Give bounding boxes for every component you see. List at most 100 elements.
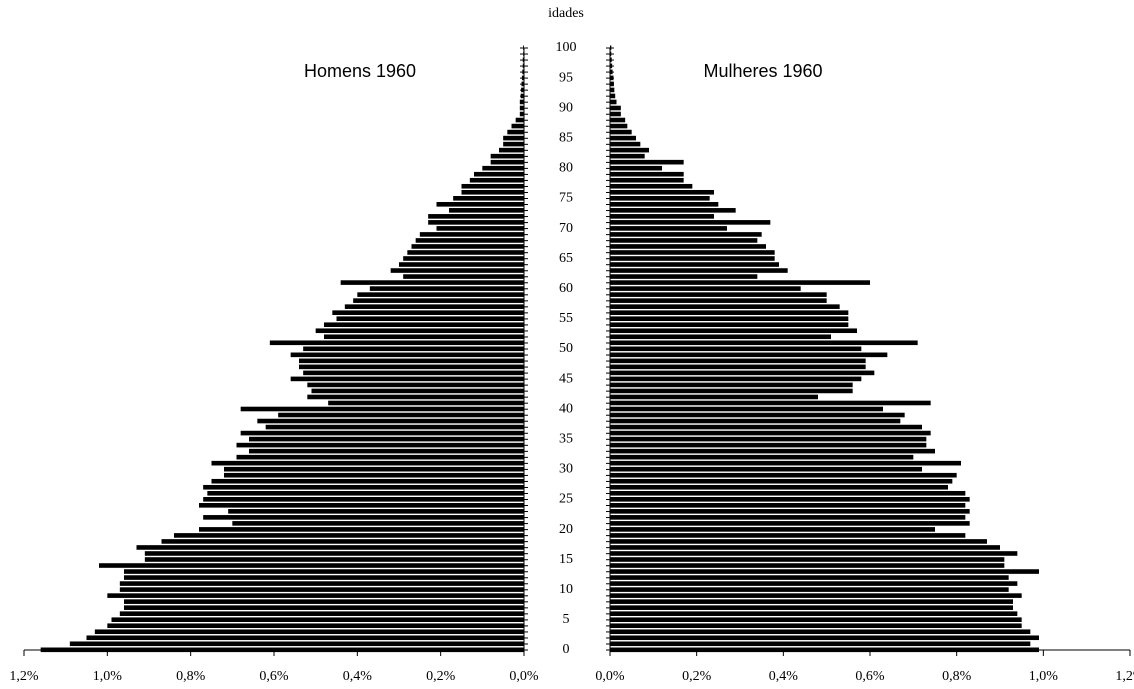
bar: [521, 87, 524, 93]
x-tick-label: 1,0%: [93, 669, 123, 684]
bar: [610, 557, 1005, 562]
bar: [411, 244, 524, 249]
bar: [249, 436, 524, 442]
bar: [610, 599, 1013, 604]
bar: [610, 472, 957, 478]
bar: [610, 430, 931, 436]
bar: [99, 563, 524, 568]
bar: [278, 412, 524, 418]
bar: [610, 623, 1022, 629]
bar: [610, 117, 626, 123]
bar: [610, 310, 849, 315]
bar: [521, 81, 524, 87]
bar: [610, 189, 714, 195]
bar: [610, 196, 710, 201]
bar: [610, 503, 966, 508]
bar: [610, 527, 935, 532]
bar: [107, 623, 524, 629]
bar: [610, 605, 1013, 610]
bar: [436, 226, 524, 231]
bar: [610, 159, 684, 165]
bar: [610, 292, 827, 297]
bar: [428, 220, 524, 225]
bar: [515, 117, 524, 123]
bar: [199, 503, 524, 508]
bar: [610, 171, 684, 177]
bar: [610, 340, 918, 346]
bar: [610, 352, 888, 358]
x-tick-label: 1,2%: [9, 669, 39, 684]
bar: [610, 394, 818, 400]
bar: [124, 605, 524, 610]
bar: [224, 472, 524, 478]
bar: [436, 202, 524, 207]
bar: [610, 478, 953, 484]
bar: [520, 93, 524, 99]
bar: [511, 123, 524, 129]
bar: [399, 262, 524, 267]
bar: [353, 298, 524, 303]
bar: [610, 484, 948, 490]
bar: [610, 262, 779, 267]
bar: [290, 352, 524, 358]
bar: [610, 63, 613, 69]
bar: [469, 177, 524, 183]
bar: [174, 533, 524, 538]
bar: [610, 635, 1039, 641]
bar: [419, 232, 524, 237]
bar: [403, 274, 524, 279]
bar: [519, 105, 524, 111]
bar: [199, 527, 524, 532]
bar: [519, 99, 524, 105]
bar: [610, 382, 853, 388]
bar: [269, 340, 524, 346]
bar: [124, 575, 524, 580]
y-axis-title: idades: [548, 6, 584, 21]
bar: [610, 497, 970, 502]
bar: [610, 244, 766, 249]
bar: [453, 196, 524, 201]
bar: [324, 334, 524, 340]
bar: [610, 87, 615, 93]
y-tick-label: 10: [559, 582, 573, 597]
bar: [136, 545, 524, 550]
bar: [610, 581, 1018, 586]
bar: [232, 521, 525, 526]
bar: [336, 316, 524, 321]
bar: [610, 183, 693, 189]
series-label: Homens 1960: [304, 61, 416, 81]
bar: [610, 232, 762, 237]
bar: [610, 575, 1009, 580]
bar: [307, 382, 524, 388]
bar: [257, 418, 524, 424]
bar: [610, 298, 827, 303]
x-tick-label: 0,0%: [509, 669, 539, 684]
bar: [449, 208, 524, 213]
bar: [610, 226, 727, 231]
bar: [610, 93, 616, 99]
bar: [610, 141, 641, 147]
bar: [610, 629, 1031, 635]
bar: [610, 123, 628, 129]
bar: [94, 629, 524, 635]
y-tick-label: 85: [559, 131, 573, 146]
y-tick-label: 15: [559, 552, 573, 567]
bar: [610, 81, 614, 87]
bar: [610, 641, 1031, 647]
bar: [503, 141, 524, 147]
bar: [461, 189, 524, 195]
bar: [610, 539, 987, 544]
bar: [610, 57, 612, 63]
bar: [610, 406, 883, 412]
bar: [119, 611, 524, 616]
bar: [610, 238, 758, 243]
bar: [69, 641, 524, 647]
bar: [610, 569, 1039, 574]
bar: [290, 376, 524, 382]
bar: [503, 135, 524, 141]
bar: [610, 442, 927, 448]
bar: [340, 280, 524, 285]
x-tick-label: 0,4%: [769, 669, 799, 684]
bar: [490, 159, 524, 165]
